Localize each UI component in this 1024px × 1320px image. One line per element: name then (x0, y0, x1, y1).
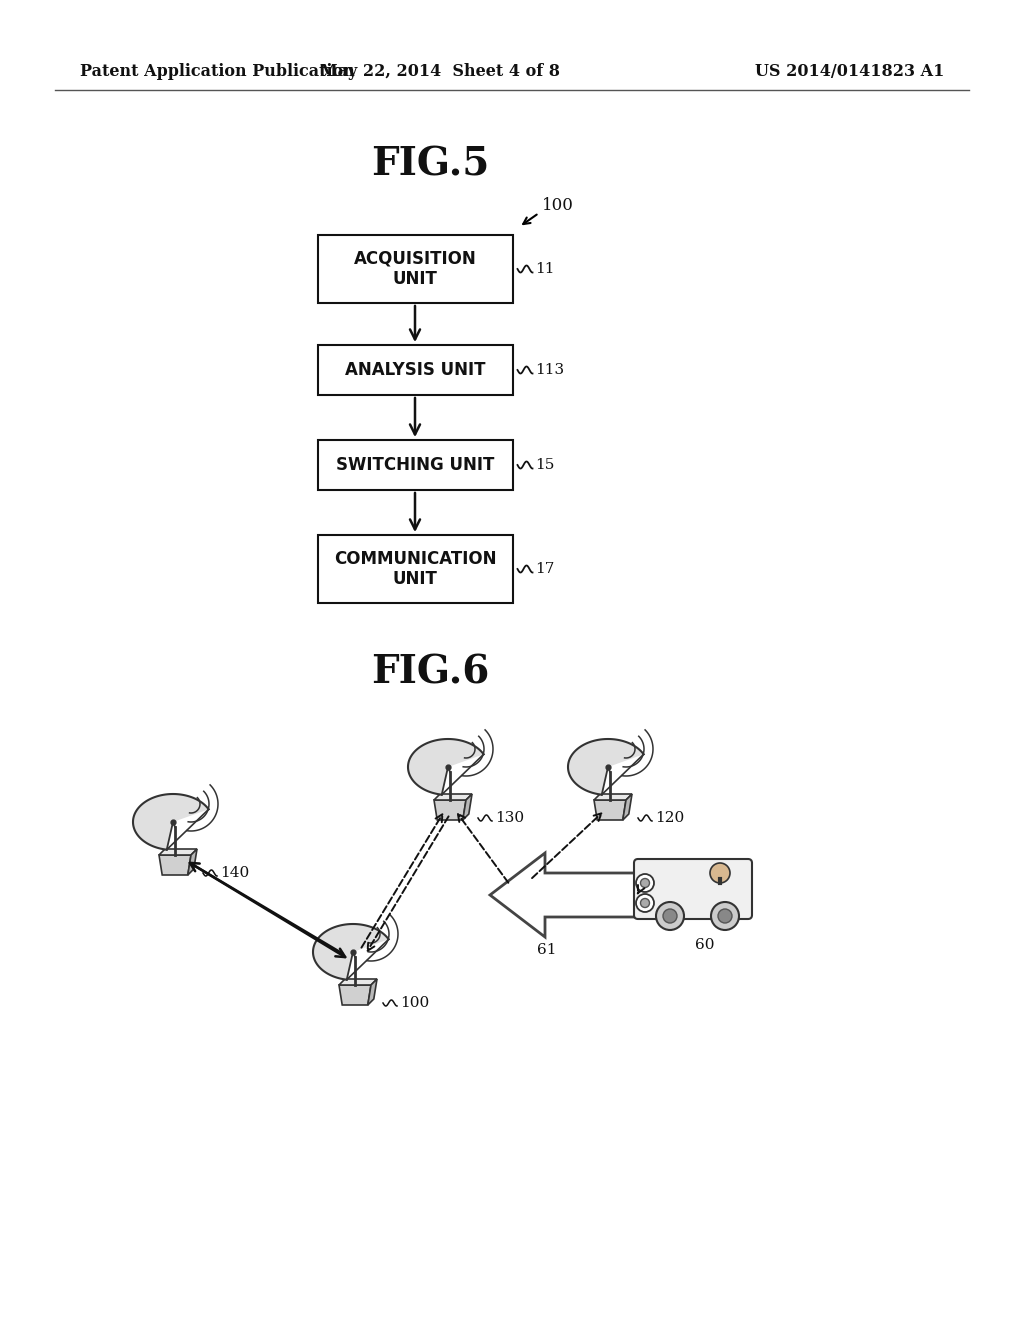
Bar (317, 235, 512, 304)
Text: 130: 130 (495, 810, 524, 825)
Text: 113: 113 (536, 363, 564, 378)
Circle shape (710, 863, 730, 883)
Circle shape (636, 894, 654, 912)
Text: COMMUNICATION
UNIT: COMMUNICATION UNIT (334, 549, 497, 589)
Polygon shape (594, 795, 632, 800)
Polygon shape (568, 739, 644, 795)
Text: 60: 60 (695, 939, 715, 952)
Polygon shape (463, 795, 472, 820)
FancyBboxPatch shape (634, 859, 752, 919)
Polygon shape (434, 795, 472, 800)
Circle shape (711, 902, 739, 931)
Polygon shape (594, 800, 626, 820)
Text: SWITCHING UNIT: SWITCHING UNIT (336, 455, 495, 474)
Text: ANALYSIS UNIT: ANALYSIS UNIT (345, 360, 485, 379)
Polygon shape (159, 855, 191, 875)
Polygon shape (313, 924, 389, 979)
Polygon shape (490, 853, 635, 937)
Bar (317, 345, 512, 395)
Text: 100: 100 (542, 197, 573, 214)
Polygon shape (339, 985, 371, 1005)
Text: 15: 15 (536, 458, 555, 473)
Circle shape (656, 902, 684, 931)
Polygon shape (408, 739, 483, 795)
Polygon shape (339, 979, 377, 985)
Text: 140: 140 (220, 866, 249, 880)
Text: 61: 61 (538, 942, 557, 957)
Text: ACQUISITION
UNIT: ACQUISITION UNIT (353, 249, 476, 288)
Polygon shape (187, 849, 197, 875)
Circle shape (640, 899, 649, 908)
Circle shape (640, 879, 649, 887)
Bar (317, 440, 512, 490)
Polygon shape (623, 795, 632, 820)
Text: 100: 100 (400, 997, 429, 1010)
Text: Patent Application Publication: Patent Application Publication (80, 63, 354, 81)
Circle shape (636, 874, 654, 892)
Text: FIG.5: FIG.5 (371, 147, 489, 183)
Polygon shape (434, 800, 466, 820)
Polygon shape (133, 795, 209, 850)
Polygon shape (159, 849, 197, 855)
Circle shape (663, 909, 677, 923)
Text: 11: 11 (536, 261, 555, 276)
Text: FIG.6: FIG.6 (371, 653, 489, 690)
Text: US 2014/0141823 A1: US 2014/0141823 A1 (755, 63, 944, 81)
Text: 17: 17 (536, 562, 555, 576)
Circle shape (718, 909, 732, 923)
Text: May 22, 2014  Sheet 4 of 8: May 22, 2014 Sheet 4 of 8 (319, 63, 560, 81)
Text: 120: 120 (655, 810, 684, 825)
Polygon shape (368, 979, 377, 1005)
Bar (317, 535, 512, 603)
